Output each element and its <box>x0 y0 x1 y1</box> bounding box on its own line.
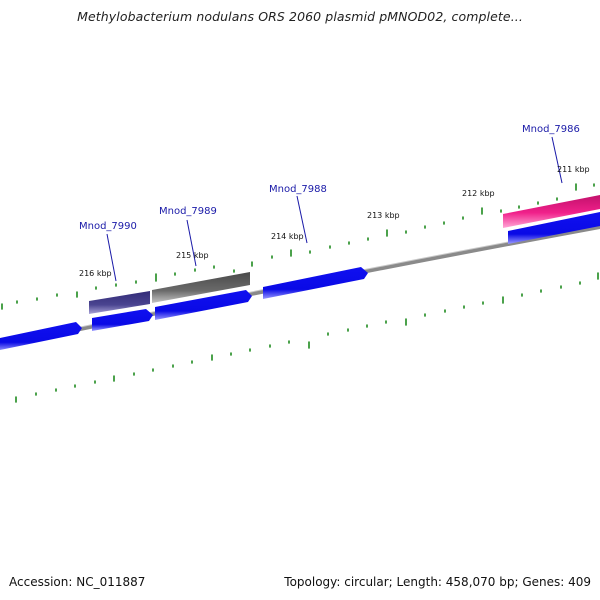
kbp-label-211: 211 kbp <box>557 165 590 174</box>
gene-arrow[interactable] <box>0 322 82 351</box>
gene-arrow[interactable] <box>155 290 252 320</box>
outer-strand-genes <box>89 194 600 314</box>
inner-strand-genes <box>0 211 600 351</box>
outer-tick-row <box>1 183 595 310</box>
inner-tick-row <box>15 272 599 403</box>
kbp-labels: 216 kbp 215 kbp 214 kbp 213 kbp 212 kbp … <box>79 165 590 278</box>
label-leaders <box>106 136 563 282</box>
kbp-label-213: 213 kbp <box>367 211 400 220</box>
topology-summary-text: Topology: circular; Length: 458,070 bp; … <box>284 575 591 589</box>
kbp-label-214: 214 kbp <box>271 232 304 241</box>
gene-label-mnod-7990[interactable]: Mnod_7990 <box>79 221 137 232</box>
gene-label-mnod-7989[interactable]: Mnod_7989 <box>159 206 217 217</box>
gene-labels: Mnod_7990 Mnod_7989 Mnod_7988 Mnod_7986 <box>79 124 580 232</box>
map-title: Methylobacterium nodulans ORS 2060 plasm… <box>77 9 523 24</box>
gene-label-mnod-7988[interactable]: Mnod_7988 <box>269 184 327 195</box>
gene-arrow[interactable] <box>508 211 600 244</box>
gene-label-mnod-7986[interactable]: Mnod_7986 <box>522 124 580 135</box>
gene-block-mnod-7990[interactable] <box>89 291 150 314</box>
gene-block-mnod-7986[interactable] <box>503 194 600 228</box>
kbp-label-216: 216 kbp <box>79 269 112 278</box>
gene-arrow[interactable] <box>92 309 153 331</box>
gene-arrow[interactable] <box>263 267 368 299</box>
kbp-label-215: 215 kbp <box>176 251 209 260</box>
kbp-label-212: 212 kbp <box>462 189 495 198</box>
gene-block-mnod-7989[interactable] <box>152 272 250 303</box>
accession-text: Accession: NC_011887 <box>9 575 146 589</box>
